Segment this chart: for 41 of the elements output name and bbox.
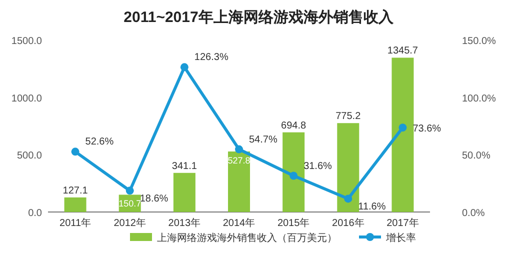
legend-label: 增长率 — [385, 232, 416, 244]
data-label: 694.8 — [281, 120, 307, 132]
bar — [282, 132, 305, 212]
x-tick-label: 2012年 — [114, 217, 146, 229]
chart-title: 2011~2017年上海网络游戏海外销售收入 — [124, 9, 394, 26]
point — [235, 145, 243, 154]
bar — [392, 58, 414, 212]
data-label: 150.7 — [118, 198, 142, 209]
x-tick-label: 2017年 — [386, 217, 419, 229]
data-label: 1345.7 — [387, 46, 418, 57]
data-label: 775.2 — [336, 111, 362, 122]
y-tick-label: 1000.0 — [11, 93, 42, 104]
data-label: 527.8 — [228, 155, 250, 166]
point — [344, 194, 352, 203]
y-tick-label: 500.0 — [16, 150, 42, 162]
data-label: 54.7% — [249, 134, 278, 146]
data-label: 126.3% — [194, 52, 228, 64]
legend-label: 上海网络游戏海外销售收入（百万美元） — [157, 232, 337, 244]
point — [398, 124, 407, 132]
data-label: 52.6% — [85, 136, 114, 148]
y-tick-label: 0.0 — [28, 208, 42, 219]
bar — [337, 123, 360, 212]
data-label: 341.1 — [172, 160, 198, 172]
y-tick-label: 1500.0 — [11, 36, 42, 47]
x-tick-label: 2014年 — [222, 217, 256, 229]
point — [126, 186, 134, 195]
x-tick-label: 2016年 — [332, 217, 364, 229]
bar — [64, 197, 86, 212]
x-tick-label: 2011年 — [60, 217, 92, 229]
point — [71, 148, 80, 156]
y2-tick-label: 150.0% — [462, 36, 496, 47]
y2-tick-label: 100.0% — [462, 93, 496, 104]
y2-tick-label: 50.0% — [462, 150, 490, 162]
point — [180, 63, 188, 72]
x-tick-label: 2013年 — [168, 217, 201, 229]
y2-tick-label: 0.0% — [462, 208, 485, 219]
x-tick-label: 2015年 — [277, 217, 310, 229]
data-label: 127.1 — [62, 185, 88, 196]
bar — [173, 172, 196, 212]
point — [290, 172, 298, 180]
bar — [228, 151, 250, 212]
